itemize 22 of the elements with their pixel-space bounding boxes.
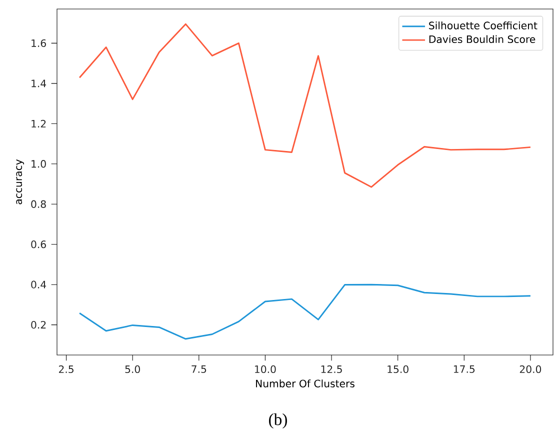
y-tick-label: 1.2 xyxy=(32,120,46,128)
x-tick-label: 15.0 xyxy=(388,365,408,374)
x-axis-title: Number Of Clusters xyxy=(256,380,354,388)
y-axis-title: accuracy xyxy=(16,159,24,204)
y-tick-label: 1.6 xyxy=(32,39,46,48)
x-tick-label: 12.5 xyxy=(321,365,342,374)
line-series xyxy=(78,284,532,340)
y-tick-label: 0.4 xyxy=(31,280,46,288)
x-tick-label: 17.5 xyxy=(454,365,475,373)
y-tick-label: 0.6 xyxy=(31,240,46,248)
y-tick-label: 1.4 xyxy=(32,80,46,88)
x-tick-label: 10.0 xyxy=(255,365,276,374)
x-tick-label: 7.5 xyxy=(192,365,206,373)
x-tick-label: 20.0 xyxy=(520,365,542,374)
y-tick-label: 0.2 xyxy=(31,320,46,329)
y-tick-label: 1.0 xyxy=(32,160,46,168)
legend-label: Silhouette Coefficient xyxy=(429,22,538,30)
legend-label: Davies Bouldin Score xyxy=(429,35,536,44)
text: (b) xyxy=(269,413,287,429)
x-tick-label: 2.5 xyxy=(58,365,74,374)
x-tick-label: 5.0 xyxy=(125,365,140,374)
y-tick-label: 0.8 xyxy=(31,200,46,208)
